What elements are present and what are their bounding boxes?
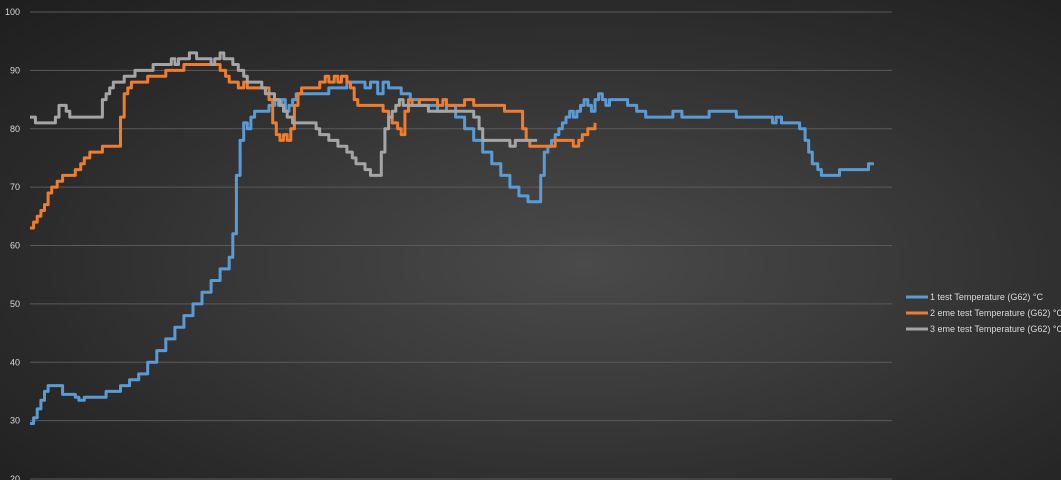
y-axis-ticks: 20 30 40 50 60 70 80 90 100	[5, 7, 20, 480]
legend-label-1: 1 test Temperature (G62) °C	[930, 292, 1043, 302]
y-tick-label: 60	[10, 241, 20, 251]
y-tick-label: 70	[10, 182, 20, 192]
series-lines	[30, 51, 874, 425]
gridlines	[30, 11, 892, 480]
y-tick-label: 30	[10, 416, 20, 426]
series-line-3	[30, 51, 538, 177]
legend-label-3: 3 eme test Temperature (G62) °C	[930, 324, 1061, 334]
series-line-1	[30, 80, 874, 425]
legend: 1 test Temperature (G62) °C 2 eme test Te…	[906, 292, 1061, 334]
y-tick-label: 40	[10, 357, 20, 367]
y-tick-label: 90	[10, 65, 20, 75]
y-tick-label: 80	[10, 124, 20, 134]
legend-label-2: 2 eme test Temperature (G62) °C	[930, 308, 1061, 318]
series-line-2	[30, 63, 597, 230]
y-tick-label: 20	[10, 474, 20, 480]
y-tick-label: 50	[10, 299, 20, 309]
y-tick-label: 100	[5, 7, 20, 17]
